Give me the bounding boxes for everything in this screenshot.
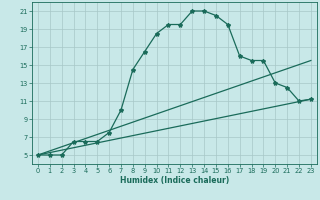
- X-axis label: Humidex (Indice chaleur): Humidex (Indice chaleur): [120, 176, 229, 185]
